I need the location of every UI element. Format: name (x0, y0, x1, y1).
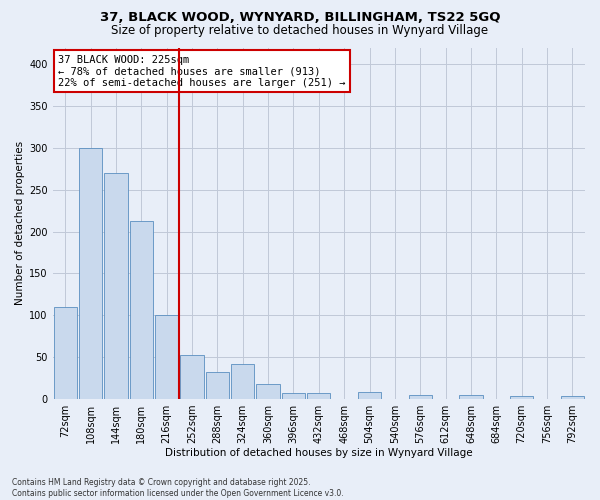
Bar (181, 356, 204, 399)
Bar (282, 393, 305, 399)
Bar (79, 148, 103, 399)
Text: Size of property relative to detached houses in Wynyard Village: Size of property relative to detached ho… (112, 24, 488, 37)
Bar (409, 395, 432, 399)
Bar (53, 307, 77, 399)
Bar (231, 364, 254, 399)
X-axis label: Distribution of detached houses by size in Wynyard Village: Distribution of detached houses by size … (165, 448, 473, 458)
Bar (104, 173, 128, 399)
Bar (358, 392, 381, 399)
Bar (307, 393, 331, 399)
Bar (510, 396, 533, 399)
Bar (130, 220, 153, 399)
Bar (206, 372, 229, 399)
Bar (155, 316, 178, 399)
Bar (256, 384, 280, 399)
Text: 37 BLACK WOOD: 225sqm
← 78% of detached houses are smaller (913)
22% of semi-det: 37 BLACK WOOD: 225sqm ← 78% of detached … (58, 54, 346, 88)
Bar (560, 396, 584, 399)
Bar (459, 395, 482, 399)
Text: Contains HM Land Registry data © Crown copyright and database right 2025.
Contai: Contains HM Land Registry data © Crown c… (12, 478, 344, 498)
Y-axis label: Number of detached properties: Number of detached properties (15, 141, 25, 306)
Text: 37, BLACK WOOD, WYNYARD, BILLINGHAM, TS22 5GQ: 37, BLACK WOOD, WYNYARD, BILLINGHAM, TS2… (100, 11, 500, 24)
